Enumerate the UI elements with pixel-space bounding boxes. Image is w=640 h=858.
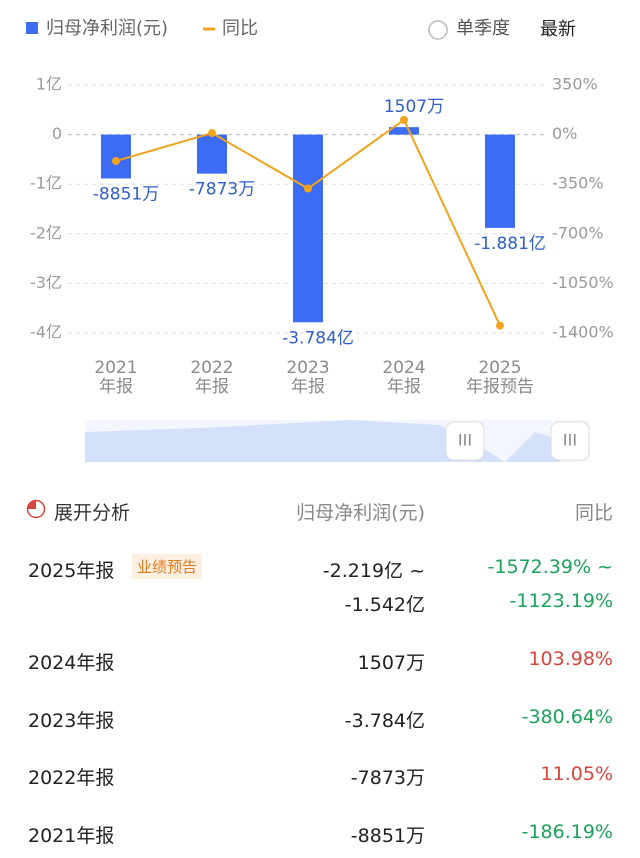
radio[interactable] bbox=[428, 20, 448, 40]
bar bbox=[389, 127, 419, 135]
bar bbox=[485, 134, 515, 228]
yoy: -380.64% bbox=[521, 706, 613, 728]
analysis-icon[interactable] bbox=[26, 499, 48, 521]
y-tick-label: -1亿 bbox=[30, 174, 62, 193]
y2-tick-label: -350% bbox=[552, 174, 604, 193]
net-profit: -1.542亿 bbox=[344, 594, 425, 616]
handle-grip: III bbox=[563, 431, 577, 450]
legend-swatch bbox=[26, 22, 38, 34]
point bbox=[400, 115, 408, 124]
x-tick-label: 2021 年报 bbox=[94, 358, 138, 397]
y-tick-label: -3亿 bbox=[30, 273, 62, 292]
legend-label[interactable]: 归母净利润(元) bbox=[46, 18, 168, 39]
point bbox=[496, 321, 504, 330]
x-tick-label: 2022 年报 bbox=[190, 358, 234, 397]
forecast-tag: 业绩预告 bbox=[132, 554, 203, 579]
period: 2025年报 bbox=[28, 560, 115, 582]
column-header: 归母净利润(元) bbox=[296, 502, 425, 524]
net-profit: -8851万 bbox=[350, 825, 425, 847]
yoy: -1123.19% bbox=[509, 590, 613, 612]
y-tick-label: -4亿 bbox=[30, 323, 62, 342]
data-label: -3.784亿 bbox=[282, 328, 354, 348]
period: 2023年报 bbox=[28, 710, 115, 732]
y2-tick-label: -1050% bbox=[552, 273, 614, 292]
y2-tick-label: 0% bbox=[552, 124, 577, 143]
period: 2022年报 bbox=[28, 767, 115, 789]
slider-handle[interactable] bbox=[445, 421, 485, 461]
y-tick-label: -2亿 bbox=[30, 223, 62, 242]
slider-preview bbox=[85, 420, 560, 462]
slider-handle[interactable] bbox=[550, 421, 590, 461]
chart: 归母净利润(元) 同比 单季度 最新 III III 1亿 0 -1亿 -2亿 -3亿 -… bbox=[26, 18, 614, 462]
latest-button[interactable]: 最新 bbox=[540, 19, 576, 40]
x-tick-label: 2025 年报预告 bbox=[466, 358, 534, 397]
yoy: -186.19% bbox=[521, 821, 613, 843]
net-profit: -7873万 bbox=[350, 767, 425, 789]
y-tick-label: 0 bbox=[52, 124, 62, 143]
expand-analysis[interactable]: 展开分析 bbox=[54, 502, 131, 524]
handle-grip: III bbox=[458, 431, 472, 450]
bar bbox=[197, 134, 227, 174]
data-label: 1507万 bbox=[384, 97, 444, 117]
period: 2024年报 bbox=[28, 652, 115, 674]
toggle-label[interactable]: 单季度 bbox=[456, 18, 510, 39]
net-profit: 1507万 bbox=[357, 652, 425, 674]
net-profit: -2.219亿 ~ bbox=[322, 560, 425, 582]
yoy: 103.98% bbox=[528, 648, 613, 670]
period: 2021年报 bbox=[28, 825, 115, 847]
data-label: -8851万 bbox=[93, 185, 159, 205]
yoy: -1572.39% ~ bbox=[487, 556, 613, 578]
net-profit: -3.784亿 bbox=[344, 710, 425, 732]
y-tick-label: 1亿 bbox=[36, 75, 62, 94]
bar bbox=[101, 134, 131, 179]
column-header: 同比 bbox=[574, 502, 613, 524]
bar bbox=[293, 134, 323, 323]
data-label: -7873万 bbox=[189, 180, 255, 200]
yoy: 11.05% bbox=[540, 763, 613, 785]
x-tick-label: 2024 年报 bbox=[382, 358, 426, 397]
legend-label[interactable]: 同比 bbox=[222, 18, 258, 39]
data-label: -1.881亿 bbox=[474, 234, 546, 254]
point bbox=[208, 129, 216, 138]
y2-tick-label: 350% bbox=[552, 75, 598, 94]
y2-tick-label: -700% bbox=[552, 223, 604, 242]
x-tick-label: 2023 年报 bbox=[286, 358, 330, 397]
point bbox=[304, 184, 312, 193]
y2-tick-label: -1400% bbox=[552, 323, 614, 342]
point bbox=[112, 156, 120, 165]
